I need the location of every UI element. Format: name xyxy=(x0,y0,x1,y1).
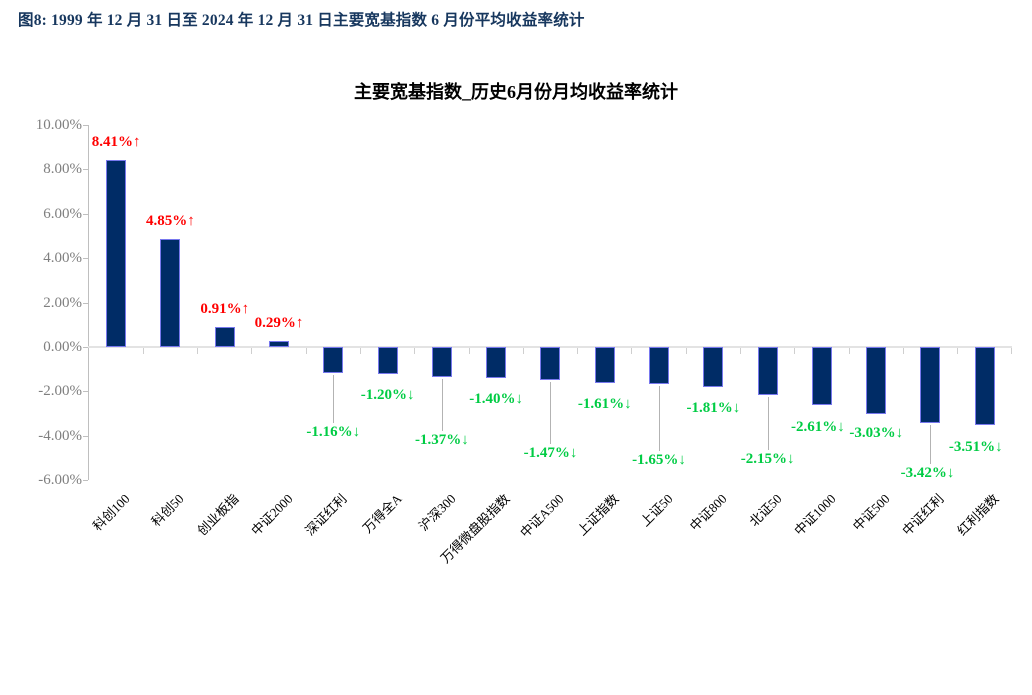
chart-title: 主要宽基指数_历史6月份月均收益率统计 xyxy=(354,82,678,102)
label-leader-line xyxy=(550,381,552,444)
bar xyxy=(269,340,289,347)
y-tick-label: -6.00% xyxy=(38,472,82,489)
y-tick-label: 10.00% xyxy=(35,117,82,134)
bar xyxy=(431,347,452,378)
category-label: 中证2000 xyxy=(248,491,296,539)
category-label: 创业板指 xyxy=(193,491,242,539)
category-boundary-tick xyxy=(251,348,253,354)
label-leader-line xyxy=(441,379,443,432)
bar xyxy=(486,347,507,379)
bar xyxy=(106,160,127,347)
bar-value-label: 8.41%↑ xyxy=(91,134,141,151)
bar xyxy=(214,326,235,347)
category-label: 中证1000 xyxy=(791,491,839,539)
category-label: 深证红利 xyxy=(302,491,350,539)
bar xyxy=(323,347,344,373)
bar xyxy=(866,347,887,415)
category-label: 中证红利 xyxy=(899,491,948,539)
category-boundary-tick xyxy=(142,348,144,354)
category-label: 红利指数 xyxy=(954,491,1002,539)
y-tick-label: 2.00% xyxy=(43,294,82,311)
bar-value-label: 0.91%↑ xyxy=(200,300,250,317)
category-boundary-tick xyxy=(305,348,307,354)
bar xyxy=(594,347,615,383)
bar-value-label: 0.29%↑ xyxy=(254,314,304,331)
category-label: 科创100 xyxy=(89,491,133,534)
label-leader-line xyxy=(659,385,661,451)
bar xyxy=(377,347,398,374)
category-label: 沪深300 xyxy=(415,491,459,534)
bar xyxy=(160,239,181,347)
y-tick-label: -2.00% xyxy=(38,383,82,400)
label-leader-line xyxy=(767,396,769,450)
label-leader-line xyxy=(930,424,932,464)
category-boundary-tick xyxy=(902,348,904,354)
y-axis-tick xyxy=(83,169,88,171)
category-boundary-tick xyxy=(577,348,579,354)
bar xyxy=(649,347,670,384)
category-label: 中证800 xyxy=(687,491,730,534)
y-axis-tick xyxy=(83,347,88,348)
bar-value-label: -1.81%↓ xyxy=(686,400,741,417)
y-axis-tick xyxy=(83,258,88,260)
bar-chart-panel: 主要宽基指数_历史6月份月均收益率统计 10.00% 8.00% 6.00% 4.00… xyxy=(16,67,1016,627)
y-axis-tick xyxy=(83,480,88,482)
y-axis-tick xyxy=(83,125,88,127)
category-label: 上证50 xyxy=(637,491,676,530)
y-tick-label: 8.00% xyxy=(43,161,82,178)
label-leader-line xyxy=(333,374,335,423)
figure-caption: 图8: 1999 年 12 月 31 日至 2024 年 12 月 31 日主要… xyxy=(18,12,585,29)
y-tick-label: 4.00% xyxy=(43,250,82,267)
bar-value-label: -1.65%↓ xyxy=(632,451,686,468)
bar-value-label: -1.37%↓ xyxy=(415,432,469,449)
bar-value-label: -1.47%↓ xyxy=(523,444,578,461)
category-boundary-tick xyxy=(468,348,470,354)
bar xyxy=(757,347,778,395)
y-axis-tick xyxy=(83,302,88,304)
y-axis-tick xyxy=(83,213,88,215)
category-label: 科创50 xyxy=(148,491,188,530)
bar-value-label: -2.15%↓ xyxy=(740,450,795,467)
category-boundary-tick xyxy=(522,348,524,354)
bar-value-label: -1.40%↓ xyxy=(469,391,524,408)
bar xyxy=(703,347,724,388)
category-boundary-tick xyxy=(197,348,199,354)
category-label: 中证500 xyxy=(850,491,893,534)
bar xyxy=(540,347,561,380)
bar xyxy=(974,347,995,425)
category-boundary-tick xyxy=(739,348,741,354)
category-label: 万得全A xyxy=(359,491,405,536)
category-boundary-tick xyxy=(414,348,416,354)
category-boundary-tick xyxy=(848,348,850,354)
y-tick-label: -4.00% xyxy=(38,427,82,444)
bar-value-label: -3.42%↓ xyxy=(900,464,955,481)
bar-value-label: -1.16%↓ xyxy=(306,423,361,440)
y-tick-label: 6.00% xyxy=(43,205,82,222)
bar-value-label: -2.61%↓ xyxy=(791,418,845,435)
bar-value-label: 4.85%↑ xyxy=(146,213,195,230)
category-label: 北证50 xyxy=(746,491,785,530)
category-label: 中证A500 xyxy=(517,491,568,541)
category-boundary-tick xyxy=(794,348,796,354)
bar xyxy=(920,347,941,423)
category-boundary-tick xyxy=(1011,348,1013,354)
bar-value-label: -3.03%↓ xyxy=(849,425,904,442)
bar-value-label: -3.51%↓ xyxy=(948,438,1003,455)
y-axis-line xyxy=(88,125,89,481)
category-boundary-tick xyxy=(359,348,361,354)
y-axis-tick xyxy=(83,391,88,393)
y-axis-tick xyxy=(83,435,88,437)
y-tick-label: 0.00% xyxy=(43,339,82,355)
category-boundary-tick xyxy=(685,348,687,354)
bar-value-label: -1.20%↓ xyxy=(360,386,415,403)
category-boundary-tick xyxy=(631,348,633,354)
bar-value-label: -1.61%↓ xyxy=(577,395,632,412)
category-label: 上证指数 xyxy=(573,491,622,539)
bar xyxy=(811,347,832,405)
category-boundary-tick xyxy=(957,348,959,354)
